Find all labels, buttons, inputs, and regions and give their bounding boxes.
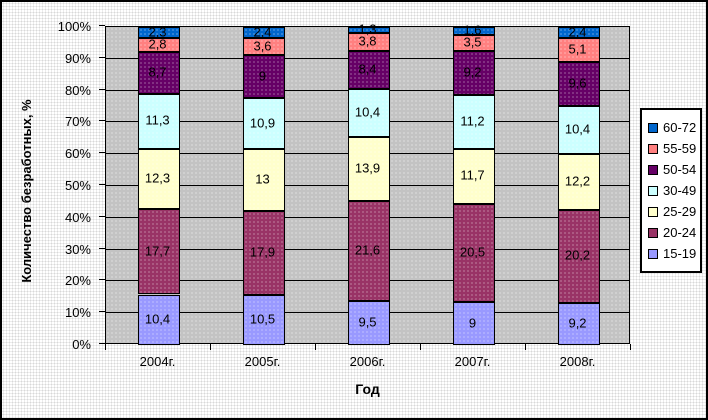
bar-segment — [242, 38, 285, 56]
x-tick-label: 2008г. — [559, 354, 596, 369]
bar-segment — [242, 55, 285, 98]
y-tick-mark — [99, 152, 105, 154]
y-tick-label: 40% — [64, 209, 91, 225]
legend-label: 20-24 — [663, 225, 697, 240]
x-tick-label: 2007г. — [454, 354, 491, 369]
legend-label: 30-49 — [663, 183, 697, 198]
legend-label: 60-72 — [663, 120, 697, 135]
bar-segment — [347, 301, 390, 345]
legend-swatch — [648, 164, 658, 175]
legend-label: 55-59 — [663, 141, 697, 156]
bar-segment — [452, 51, 495, 96]
legend-swatch — [648, 248, 658, 259]
x-tick-mark — [105, 344, 106, 350]
bar-segment — [242, 295, 285, 345]
bar-segment — [452, 95, 495, 149]
bar-segment — [137, 27, 180, 39]
plot-area — [105, 26, 630, 345]
y-tick-label: 30% — [64, 241, 91, 257]
y-tick-label: 60% — [64, 146, 91, 162]
bar-segment — [452, 34, 495, 52]
bar-segment — [347, 27, 390, 33]
legend-item: 30-49 — [648, 180, 700, 201]
y-tick-label: 0% — [72, 337, 91, 352]
bar-segment — [452, 302, 495, 345]
y-tick-label: 10% — [64, 305, 91, 321]
bar-segment — [557, 105, 600, 154]
y-tick-label: 20% — [64, 273, 91, 289]
bar-segment — [347, 50, 390, 90]
y-tick-label: 70% — [64, 114, 91, 130]
bar-segment — [557, 153, 600, 210]
legend-item: 20-24 — [648, 222, 700, 243]
legend-item: 50-54 — [648, 159, 700, 180]
x-axis-title: Год — [355, 381, 380, 397]
y-tick-mark — [99, 311, 105, 313]
x-tick-label: 2005г. — [244, 354, 281, 369]
legend-swatch — [648, 185, 658, 196]
y-tick-label: 50% — [64, 178, 91, 193]
y-tick-mark — [99, 120, 105, 122]
legend-item: 15-19 — [648, 243, 700, 264]
y-tick-label: 80% — [64, 82, 91, 98]
bar-segment — [452, 204, 495, 303]
bar-segment — [242, 27, 285, 39]
bar-segment — [137, 51, 180, 94]
legend-item: 55-59 — [648, 138, 700, 159]
y-tick-mark — [99, 343, 105, 344]
bar-segment — [557, 61, 600, 106]
bar-segment — [137, 294, 180, 345]
bar-segment — [347, 33, 390, 51]
y-tick-label: 100% — [57, 19, 91, 34]
y-tick-mark — [99, 215, 105, 217]
legend-label: 25-29 — [663, 204, 697, 219]
legend-label: 50-54 — [663, 162, 697, 177]
x-tick-mark — [525, 344, 526, 350]
bar-segment — [557, 27, 600, 39]
bar-segment — [137, 148, 180, 209]
x-tick-mark — [420, 344, 421, 350]
bar-segment — [242, 97, 285, 150]
bar-segment — [242, 149, 285, 211]
legend-swatch — [648, 206, 658, 217]
bar-segment — [137, 38, 180, 52]
legend-swatch — [648, 227, 658, 238]
bar-segment — [347, 137, 390, 202]
x-tick-mark — [630, 344, 631, 350]
y-tick-mark — [99, 184, 105, 185]
y-tick-mark — [99, 279, 105, 281]
bar-segment — [347, 89, 390, 138]
bar-segment — [242, 210, 285, 296]
y-tick-mark — [99, 25, 105, 26]
y-tick-mark — [99, 56, 105, 58]
bar-segment — [137, 208, 180, 295]
bar-segment — [452, 27, 495, 35]
x-tick-label: 2006г. — [349, 354, 386, 369]
bar-segment — [557, 302, 600, 345]
bar-segment — [347, 201, 390, 302]
x-tick-mark — [315, 344, 316, 350]
bar-segment — [137, 93, 180, 149]
legend: 60-72 55-59 50-54 30-49 25-29 20-24 15-19 — [640, 108, 702, 273]
y-tick-label: 90% — [64, 50, 91, 66]
bar-segment — [452, 148, 495, 205]
x-tick-mark — [210, 344, 211, 350]
bar-segment — [557, 38, 600, 62]
y-tick-mark — [99, 247, 105, 249]
y-tick-mark — [99, 88, 105, 90]
legend-label: 15-19 — [663, 246, 697, 261]
legend-item: 25-29 — [648, 201, 700, 222]
x-tick-label: 2004г. — [139, 354, 176, 369]
legend-swatch — [648, 122, 658, 133]
bar-segment — [557, 209, 600, 303]
legend-swatch — [648, 143, 658, 154]
legend-item: 60-72 — [648, 117, 700, 138]
